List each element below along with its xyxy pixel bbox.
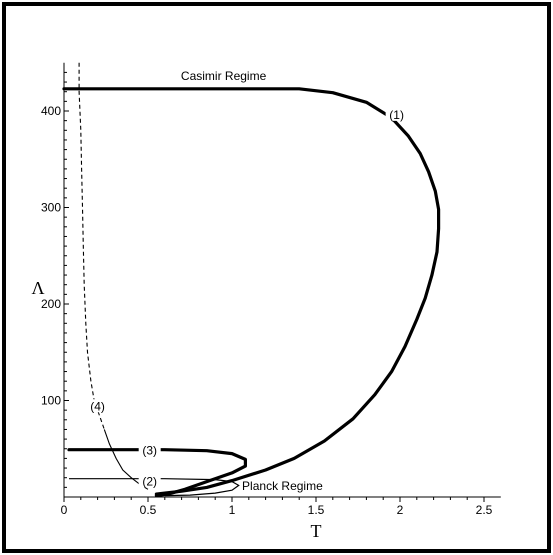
x-tick-label: 0.5: [140, 503, 157, 517]
y-axis-title: Λ: [31, 278, 44, 298]
curve-4-dashed: [78, 62, 105, 430]
x-tick-label: 1: [229, 503, 236, 517]
curve-1: [62, 87, 441, 496]
annotation-2: Planck Regime: [242, 479, 323, 493]
curve-1-label-bg: [385, 107, 408, 121]
curve-2-label-bg: [138, 474, 161, 488]
annotation-1: Casimir Regime: [181, 69, 267, 83]
x-tick-label: 1.5: [308, 503, 325, 517]
y-tick-label: 400: [41, 104, 61, 118]
x-axis-title: T: [311, 521, 322, 541]
y-tick-label: 100: [41, 394, 61, 408]
curve-3-label-bg: [138, 443, 161, 457]
curves: [62, 62, 441, 498]
y-tick-label: 200: [41, 297, 61, 311]
x-tick-label: 2: [397, 503, 404, 517]
curve-2-label: (2): [142, 475, 157, 489]
labels: T Λ (1) (2) (3) (4) Casimir Regime Planck Reg…: [31, 69, 408, 541]
x-tick-label: 2.5: [476, 503, 493, 517]
curve-3-label: (3): [142, 444, 157, 458]
curve-4-label: (4): [90, 399, 105, 413]
axes: 0 0.5 1 1.5 2 2.5 100 200 300 400: [41, 62, 501, 517]
curve-1-label: (1): [389, 108, 404, 122]
curve-4-label-bg: [86, 399, 109, 413]
x-tick-label: 0: [61, 503, 68, 517]
y-tick-label: 300: [41, 201, 61, 215]
